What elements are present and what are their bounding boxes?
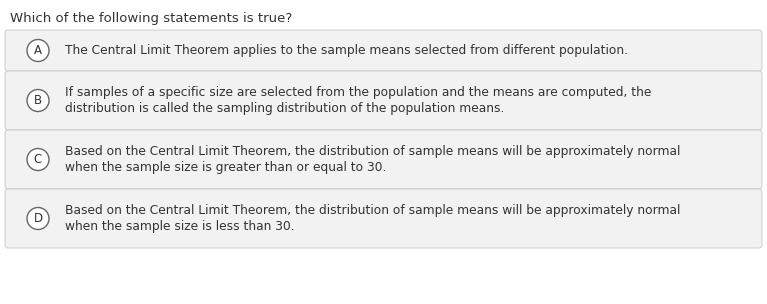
Ellipse shape <box>27 40 49 61</box>
FancyBboxPatch shape <box>5 30 762 71</box>
Text: The Central Limit Theorem applies to the sample means selected from different po: The Central Limit Theorem applies to the… <box>65 44 628 57</box>
Ellipse shape <box>27 148 49 171</box>
Text: Which of the following statements is true?: Which of the following statements is tru… <box>10 12 292 25</box>
Text: when the sample size is less than 30.: when the sample size is less than 30. <box>65 220 295 233</box>
Ellipse shape <box>27 208 49 230</box>
FancyBboxPatch shape <box>5 130 762 189</box>
Text: C: C <box>34 153 42 166</box>
Text: distribution is called the sampling distribution of the population means.: distribution is called the sampling dist… <box>65 102 505 115</box>
Text: B: B <box>34 94 42 107</box>
Text: D: D <box>34 212 42 225</box>
Text: Based on the Central Limit Theorem, the distribution of sample means will be app: Based on the Central Limit Theorem, the … <box>65 204 680 217</box>
Text: If samples of a specific size are selected from the population and the means are: If samples of a specific size are select… <box>65 86 651 99</box>
Text: A: A <box>34 44 42 57</box>
Text: Based on the Central Limit Theorem, the distribution of sample means will be app: Based on the Central Limit Theorem, the … <box>65 145 680 158</box>
FancyBboxPatch shape <box>5 71 762 130</box>
Ellipse shape <box>27 89 49 112</box>
FancyBboxPatch shape <box>5 189 762 248</box>
Text: when the sample size is greater than or equal to 30.: when the sample size is greater than or … <box>65 161 387 174</box>
